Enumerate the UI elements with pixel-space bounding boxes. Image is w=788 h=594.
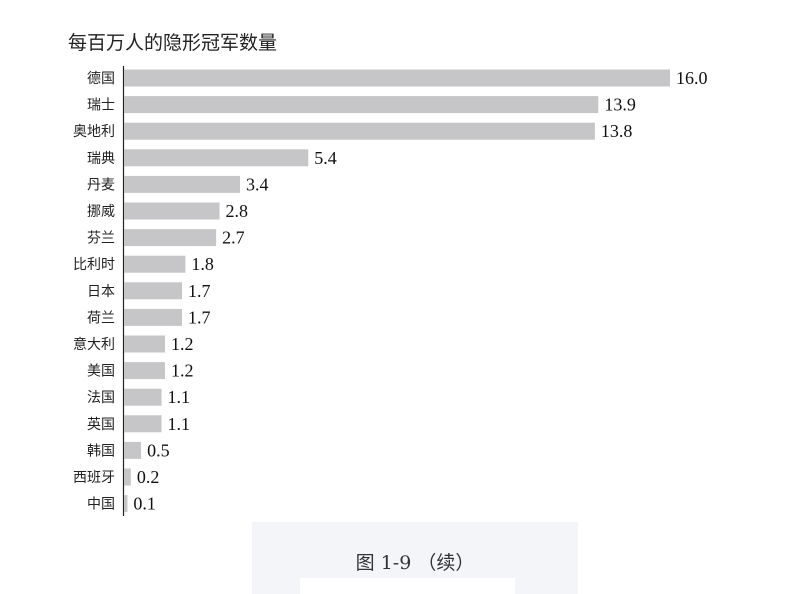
value-label: 2.7 xyxy=(222,228,245,248)
value-label: 1.7 xyxy=(188,281,211,301)
category-label: 比利时 xyxy=(73,257,115,273)
bar xyxy=(124,122,595,140)
bar xyxy=(124,335,165,353)
value-label: 1.8 xyxy=(191,254,214,274)
value-label: 1.7 xyxy=(188,307,211,327)
category-label: 韩国 xyxy=(87,443,115,459)
bar xyxy=(124,282,183,300)
caption-strip xyxy=(300,578,515,594)
category-label: 挪威 xyxy=(87,204,115,220)
category-label: 芬兰 xyxy=(87,231,115,247)
value-label: 0.5 xyxy=(147,440,170,460)
bar xyxy=(124,495,128,513)
bar xyxy=(124,468,131,486)
bar xyxy=(124,415,162,433)
value-label: 0.1 xyxy=(133,494,156,514)
value-label: 0.2 xyxy=(137,467,160,487)
category-label: 奥地利 xyxy=(73,123,115,140)
bar xyxy=(124,308,183,326)
bar xyxy=(124,255,186,273)
value-label: 13.8 xyxy=(601,121,633,141)
bar xyxy=(124,96,599,114)
figure-caption: 图 1-9 （续） xyxy=(355,552,475,574)
value-label: 2.8 xyxy=(226,201,249,221)
category-label: 瑞典 xyxy=(87,151,115,167)
bar xyxy=(124,229,217,247)
category-label: 英国 xyxy=(87,416,115,433)
value-label: 3.4 xyxy=(246,174,269,194)
category-label: 意大利 xyxy=(73,336,115,353)
value-label: 13.9 xyxy=(604,95,636,115)
category-label: 中国 xyxy=(87,497,115,513)
chart-title: 每百万人的隐形冠军数量 xyxy=(68,32,278,54)
bar xyxy=(124,362,165,380)
bars-group: 德国 16.0 瑞士 13.9 奥地利 13.8 瑞典 5.4 丹麦 3.4 挪威 2.8 芬兰 2.7 比… xyxy=(73,68,708,514)
value-label: 16.0 xyxy=(676,68,708,88)
bar xyxy=(124,441,142,459)
bar xyxy=(124,149,309,167)
value-label: 1.2 xyxy=(171,361,194,381)
category-label: 德国 xyxy=(87,71,115,87)
category-label: 日本 xyxy=(87,284,115,300)
bar xyxy=(124,202,220,220)
category-label: 西班牙 xyxy=(73,470,115,486)
value-label: 1.2 xyxy=(171,334,194,354)
bar xyxy=(124,69,670,87)
category-label: 丹麦 xyxy=(87,177,115,193)
bar xyxy=(124,388,162,406)
category-label: 美国 xyxy=(87,364,115,380)
category-label: 荷兰 xyxy=(87,310,115,326)
bar-chart: 德国 16.0 瑞士 13.9 奥地利 13.8 瑞典 5.4 丹麦 3.4 挪威 2.8 芬兰 2.7 比… xyxy=(73,66,708,516)
category-label: 法国 xyxy=(87,390,115,406)
value-label: 5.4 xyxy=(314,148,337,168)
value-label: 1.1 xyxy=(168,414,191,434)
bar xyxy=(124,175,241,193)
value-label: 1.1 xyxy=(168,387,191,407)
category-label: 瑞士 xyxy=(87,98,115,114)
